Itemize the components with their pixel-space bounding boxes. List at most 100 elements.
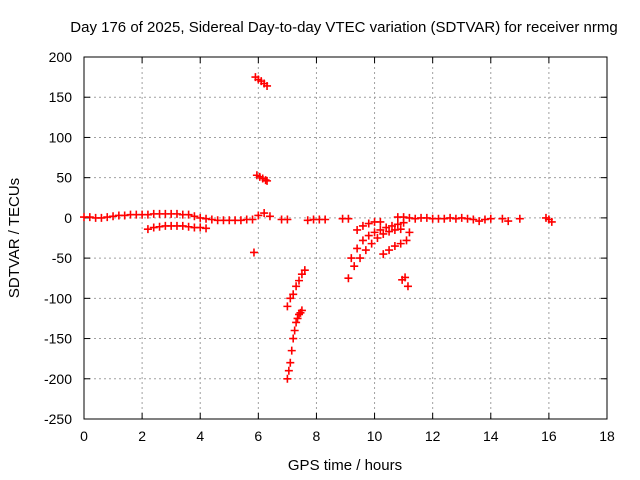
y-tick-label: 0 xyxy=(64,210,72,226)
data-point xyxy=(196,213,205,222)
y-tick-label: -50 xyxy=(52,250,72,266)
data-point xyxy=(347,254,356,263)
data-point xyxy=(290,326,299,335)
data-point xyxy=(367,239,376,248)
data-point xyxy=(390,242,399,251)
data-point xyxy=(422,213,431,222)
x-tick-label: 4 xyxy=(196,428,204,444)
x-tick-label: 12 xyxy=(425,428,441,444)
data-point xyxy=(446,213,455,222)
data-point xyxy=(358,236,367,245)
series-1 xyxy=(207,209,274,225)
data-point xyxy=(287,346,296,355)
data-point xyxy=(292,318,301,327)
data-point xyxy=(356,254,365,263)
axis-ticks: 0 2 4 6 8 10 12 14 16 18 200 150 100 50 0 -50 -100 -150 -2… xyxy=(44,49,615,444)
data-point xyxy=(289,334,298,343)
data-point xyxy=(297,270,306,279)
data-point xyxy=(143,210,152,219)
data-point xyxy=(97,213,106,222)
data-point xyxy=(469,215,478,224)
data-point xyxy=(283,374,292,383)
x-tick-label: 8 xyxy=(313,428,321,444)
y-tick-label: 50 xyxy=(56,170,72,186)
data-point xyxy=(149,223,158,232)
data-point xyxy=(295,276,304,285)
data-point xyxy=(350,262,359,271)
data-point xyxy=(373,234,382,242)
data-point xyxy=(172,209,181,218)
x-tick-label: 18 xyxy=(599,428,615,444)
data-point xyxy=(295,310,304,319)
y-tick-label: -200 xyxy=(44,371,72,387)
data-point xyxy=(402,236,411,245)
data-point xyxy=(190,212,199,221)
x-tick-label: 10 xyxy=(367,428,383,444)
data-point xyxy=(353,225,362,234)
data-point xyxy=(547,217,556,226)
series-6 xyxy=(283,306,306,383)
data-point xyxy=(260,209,269,218)
data-point xyxy=(361,246,370,255)
data-point xyxy=(155,222,164,231)
x-tick-label: 2 xyxy=(138,428,146,444)
data-point xyxy=(249,248,258,257)
data-point xyxy=(109,212,118,221)
data-point xyxy=(202,214,211,223)
series-9 xyxy=(344,225,405,283)
data-point xyxy=(353,244,362,253)
data-point xyxy=(405,213,414,222)
data-point xyxy=(480,215,489,224)
data-point xyxy=(370,228,379,237)
data-point xyxy=(385,246,394,255)
chart-title: Day 176 of 2025, Sidereal Day-to-day VTE… xyxy=(70,19,617,36)
series-4 xyxy=(252,171,272,185)
data-point xyxy=(393,220,402,229)
y-tick-label: -100 xyxy=(44,290,72,306)
data-point xyxy=(358,221,367,230)
data-point xyxy=(401,273,410,282)
series-7 xyxy=(283,266,309,311)
data-point xyxy=(300,266,309,275)
data-point xyxy=(85,213,94,222)
data-point xyxy=(103,213,112,222)
x-tick-label: 16 xyxy=(541,428,557,444)
data-point xyxy=(475,217,484,226)
data-point xyxy=(303,216,312,225)
data-point xyxy=(286,294,295,303)
data-point xyxy=(184,210,193,219)
plot-frame xyxy=(83,56,608,420)
series-8 xyxy=(277,214,353,225)
data-point xyxy=(261,176,270,185)
y-tick-label: 100 xyxy=(49,129,73,145)
data-point xyxy=(463,214,472,223)
data-point xyxy=(364,231,373,240)
data-point xyxy=(440,214,449,223)
data-point xyxy=(382,223,391,232)
series-5 xyxy=(249,248,258,257)
data-point xyxy=(387,221,396,230)
data-point xyxy=(292,282,301,291)
series-12 xyxy=(379,236,411,259)
data-point xyxy=(265,212,274,221)
y-tick-label: 200 xyxy=(49,49,73,65)
x-tick-label: 6 xyxy=(254,428,262,444)
series-10 xyxy=(347,218,408,263)
y-tick-label: -150 xyxy=(44,331,72,347)
data-point xyxy=(297,306,306,315)
data-point xyxy=(207,215,216,224)
series-14 xyxy=(398,273,412,291)
grid xyxy=(84,57,607,419)
data-point xyxy=(504,217,513,226)
data-point xyxy=(254,211,263,220)
data-point xyxy=(344,274,353,283)
data-point xyxy=(236,216,245,225)
series-13 xyxy=(393,213,414,222)
data-point xyxy=(344,214,353,223)
data-point xyxy=(196,223,205,232)
data-point xyxy=(293,314,302,323)
data-point xyxy=(364,219,373,228)
data-point xyxy=(202,224,211,233)
data-point xyxy=(289,290,298,299)
data-point xyxy=(178,221,187,230)
